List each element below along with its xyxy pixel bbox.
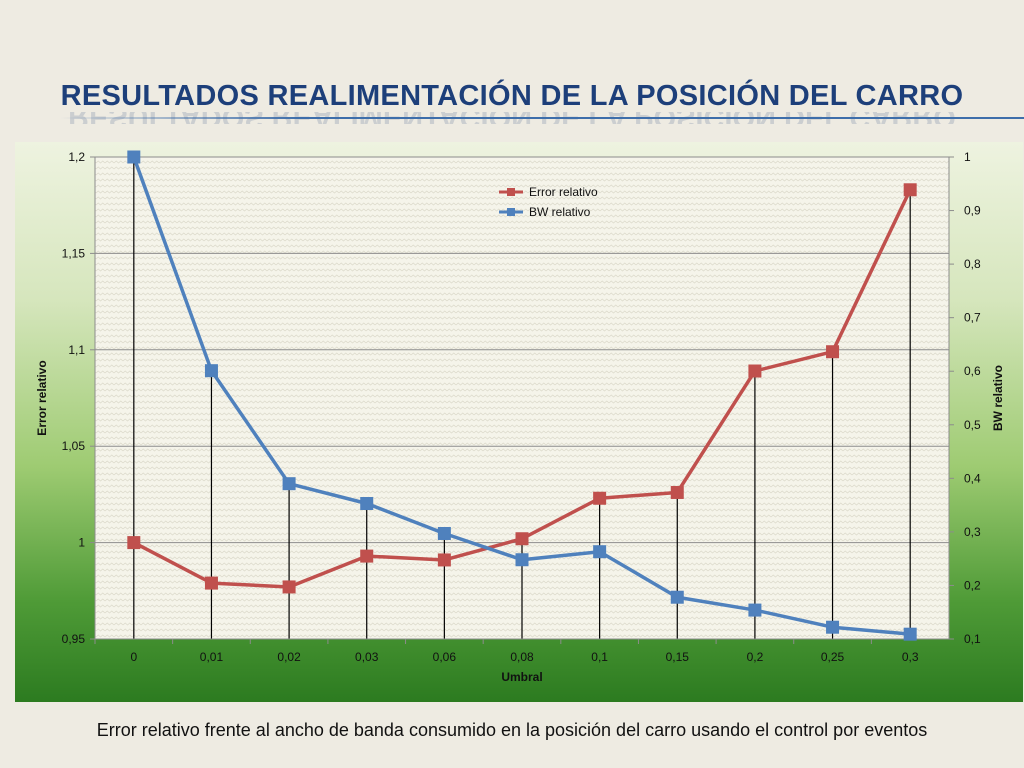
data-point [826, 345, 840, 359]
x-tick-label: 0,2 [747, 650, 764, 664]
data-point [670, 590, 684, 604]
data-point [748, 603, 762, 617]
y-tick-label: 1,05 [62, 439, 86, 453]
axis-labels: Umbral Error relativo BW relativo [35, 360, 1005, 684]
data-point [593, 491, 607, 505]
data-point [204, 364, 218, 378]
data-point [903, 183, 917, 197]
title-underline [60, 117, 1024, 119]
data-point [360, 549, 374, 563]
data-point [826, 620, 840, 634]
y2-axis-title: BW relativo [991, 365, 1005, 431]
chart-panel: 0,95 1 1,05 1,1 1,15 1,2 0,1 0,2 0,3 0,4 0,5 0,6 0,7… [15, 142, 1023, 702]
axes: 0,95 1 1,05 1,1 1,15 1,2 0,1 0,2 0,3 0,4 0,5 0,6 0,7… [62, 150, 981, 664]
x-tick-label: 0,1 [591, 650, 608, 664]
x-tick-label: 0,08 [510, 650, 534, 664]
data-point [204, 576, 218, 590]
y2-tick-label: 0,6 [964, 364, 981, 378]
drop-lines [133, 157, 911, 639]
legend: Error relativo BW relativo [499, 185, 598, 219]
data-point [515, 532, 529, 546]
data-point [670, 485, 684, 499]
data-point [515, 553, 529, 567]
y2-tick-label: 0,5 [964, 418, 981, 432]
data-point [127, 150, 141, 164]
x-tick-label: 0,01 [200, 650, 224, 664]
y-tick-label: 1,1 [68, 343, 85, 357]
y2-tick-label: 0,9 [964, 204, 981, 218]
slide-title: RESULTADOS REALIMENTACIÓN DE LA POSICIÓN… [60, 80, 964, 112]
y-tick-label: 1 [78, 536, 85, 550]
y-tick-label: 0,95 [62, 632, 86, 646]
data-point [903, 627, 917, 641]
data-point [593, 545, 607, 559]
data-point [127, 536, 141, 550]
legend-swatch-marker [507, 208, 515, 216]
data-point [748, 364, 762, 378]
data-point [360, 497, 374, 511]
x-axis-title: Umbral [501, 670, 542, 684]
legend-label: Error relativo [529, 185, 598, 199]
legend-label: BW relativo [529, 205, 591, 219]
y2-tick-label: 0,8 [964, 257, 981, 271]
x-tick-label: 0,25 [821, 650, 845, 664]
data-point [437, 526, 451, 540]
y2-tick-label: 0,4 [964, 471, 981, 485]
x-tick-label: 0,02 [277, 650, 301, 664]
legend-swatch-marker [507, 188, 515, 196]
series [127, 150, 917, 641]
chart: 0,95 1 1,05 1,1 1,15 1,2 0,1 0,2 0,3 0,4 0,5 0,6 0,7… [35, 150, 1005, 684]
x-tick-label: 0 [130, 650, 137, 664]
y2-tick-label: 1 [964, 150, 971, 164]
y-tick-label: 1,2 [68, 150, 85, 164]
y2-tick-label: 0,3 [964, 525, 981, 539]
y-axis-title: Error relativo [35, 360, 49, 435]
x-tick-label: 0,06 [433, 650, 457, 664]
y2-tick-label: 0,1 [964, 632, 981, 646]
data-point [282, 580, 296, 594]
slide-caption: Error relativo frente al ancho de banda … [96, 720, 928, 740]
y-tick-label: 1,15 [62, 246, 86, 260]
y2-tick-label: 0,2 [964, 578, 981, 592]
data-point [437, 553, 451, 567]
x-tick-label: 0,03 [355, 650, 379, 664]
x-tick-label: 0,3 [902, 650, 919, 664]
y2-tick-label: 0,7 [964, 311, 981, 325]
data-point [282, 477, 296, 491]
x-tick-label: 0,15 [666, 650, 690, 664]
